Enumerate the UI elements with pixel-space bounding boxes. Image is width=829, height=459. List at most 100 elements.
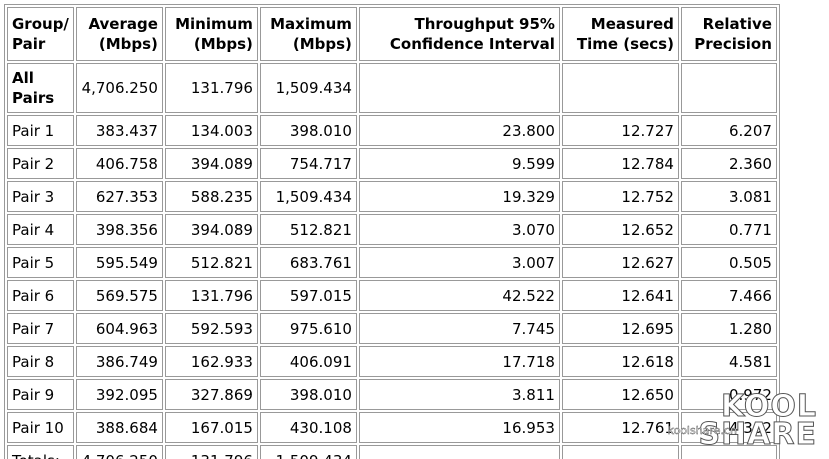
cell: 4.581 — [680, 346, 777, 377]
cell: 3.811 — [358, 379, 560, 410]
cell: 131.796 — [164, 280, 258, 311]
cell: 167.015 — [164, 412, 258, 443]
row-label: Pair 9 — [7, 379, 74, 410]
cell: 12.641 — [561, 280, 679, 311]
cell: 383.437 — [75, 115, 163, 146]
cell: 595.549 — [75, 247, 163, 278]
cell: 392.095 — [75, 379, 163, 410]
cell: 327.869 — [164, 379, 258, 410]
cell: 406.091 — [259, 346, 357, 377]
watermark: KOOL SHARE koolshare.cn — [667, 389, 817, 452]
cell: 4,706.250 — [75, 445, 163, 459]
table-row: Pair 7 604.963 592.593 975.610 7.745 12.695 1.… — [7, 313, 777, 344]
cell: 0.505 — [680, 247, 777, 278]
cell: 0.771 — [680, 214, 777, 245]
cell: 588.235 — [164, 181, 258, 212]
cell: 131.796 — [164, 445, 258, 459]
cell: 4.362 — [680, 412, 777, 443]
cell: 12.752 — [561, 181, 679, 212]
cell: 1,509.434 — [259, 181, 357, 212]
table-row: Pair 10 388.684 167.015 430.108 16.953 12.761… — [7, 412, 777, 443]
table-row: Pair 3 627.353 588.235 1,509.434 19.329 12.75… — [7, 181, 777, 212]
table-body: All Pairs 4,706.250 131.796 1,509.434 Pair 1… — [7, 63, 777, 459]
column-header: Maximum (Mbps) — [259, 7, 357, 61]
cell: 398.010 — [259, 115, 357, 146]
cell: 4,706.250 — [75, 63, 163, 113]
cell: 16.953 — [358, 412, 560, 443]
table-row: Pair 4 398.356 394.089 512.821 3.070 12.652 0.… — [7, 214, 777, 245]
table-row: All Pairs 4,706.250 131.796 1,509.434 — [7, 63, 777, 113]
table-row: Pair 9 392.095 327.869 398.010 3.811 12.650 0.… — [7, 379, 777, 410]
cell: 162.933 — [164, 346, 258, 377]
row-label: Pair 4 — [7, 214, 74, 245]
cell: 42.522 — [358, 280, 560, 311]
cell: 406.758 — [75, 148, 163, 179]
cell: 975.610 — [259, 313, 357, 344]
cell: 754.717 — [259, 148, 357, 179]
cell: 23.800 — [358, 115, 560, 146]
column-header: Group/ Pair — [7, 7, 74, 61]
cell: 430.108 — [259, 412, 357, 443]
cell: 1,509.434 — [259, 445, 357, 459]
cell: 12.784 — [561, 148, 679, 179]
cell: 7.745 — [358, 313, 560, 344]
row-label: All Pairs — [7, 63, 74, 113]
table-row: Pair 1 383.437 134.003 398.010 23.800 12.727 6… — [7, 115, 777, 146]
cell — [680, 445, 777, 459]
cell: 592.593 — [164, 313, 258, 344]
cell: 12.652 — [561, 214, 679, 245]
row-label: Pair 3 — [7, 181, 74, 212]
cell: 1,509.434 — [259, 63, 357, 113]
cell: 131.796 — [164, 63, 258, 113]
row-label: Pair 7 — [7, 313, 74, 344]
watermark-logo: KOOL — [720, 389, 817, 424]
cell — [358, 63, 560, 113]
cell — [680, 63, 777, 113]
table-row: Pair 5 595.549 512.821 683.761 3.007 12.627 0.… — [7, 247, 777, 278]
cell: 398.010 — [259, 379, 357, 410]
column-header: Minimum (Mbps) — [164, 7, 258, 61]
cell: 394.089 — [164, 214, 258, 245]
cell: 12.627 — [561, 247, 679, 278]
cell: 12.727 — [561, 115, 679, 146]
column-header: Relative Precision — [680, 7, 777, 61]
cell — [561, 445, 679, 459]
column-header: Average (Mbps) — [75, 7, 163, 61]
row-label: Pair 1 — [7, 115, 74, 146]
table-row: Pair 8 386.749 162.933 406.091 17.718 12.618 4… — [7, 346, 777, 377]
cell: 1.280 — [680, 313, 777, 344]
cell: 569.575 — [75, 280, 163, 311]
cell: 12.761 — [561, 412, 679, 443]
cell: 386.749 — [75, 346, 163, 377]
cell: 512.821 — [259, 214, 357, 245]
row-label: Pair 10 — [7, 412, 74, 443]
cell — [561, 63, 679, 113]
cell: 3.007 — [358, 247, 560, 278]
watermark-logo: SHARE — [698, 417, 817, 452]
column-header: Throughput 95% Confidence Interval — [358, 7, 560, 61]
row-label: Totals: — [7, 445, 74, 459]
cell: 398.356 — [75, 214, 163, 245]
cell: 604.963 — [75, 313, 163, 344]
cell: 394.089 — [164, 148, 258, 179]
cell: 7.466 — [680, 280, 777, 311]
cell: 627.353 — [75, 181, 163, 212]
cell: 19.329 — [358, 181, 560, 212]
cell: 0.972 — [680, 379, 777, 410]
header-row: Group/ Pair Average (Mbps) Minimum (Mbps) M… — [7, 7, 777, 61]
cell: 3.081 — [680, 181, 777, 212]
cell: 9.599 — [358, 148, 560, 179]
table-row: Pair 6 569.575 131.796 597.015 42.522 12.641 7… — [7, 280, 777, 311]
cell: 12.695 — [561, 313, 679, 344]
row-label: Pair 5 — [7, 247, 74, 278]
cell: 388.684 — [75, 412, 163, 443]
row-label: Pair 8 — [7, 346, 74, 377]
table-row: Pair 2 406.758 394.089 754.717 9.599 12.784 2.… — [7, 148, 777, 179]
cell: 12.650 — [561, 379, 679, 410]
cell: 12.618 — [561, 346, 679, 377]
results-table: Group/ Pair Average (Mbps) Minimum (Mbps) M… — [4, 4, 780, 459]
cell: 683.761 — [259, 247, 357, 278]
cell: 134.003 — [164, 115, 258, 146]
